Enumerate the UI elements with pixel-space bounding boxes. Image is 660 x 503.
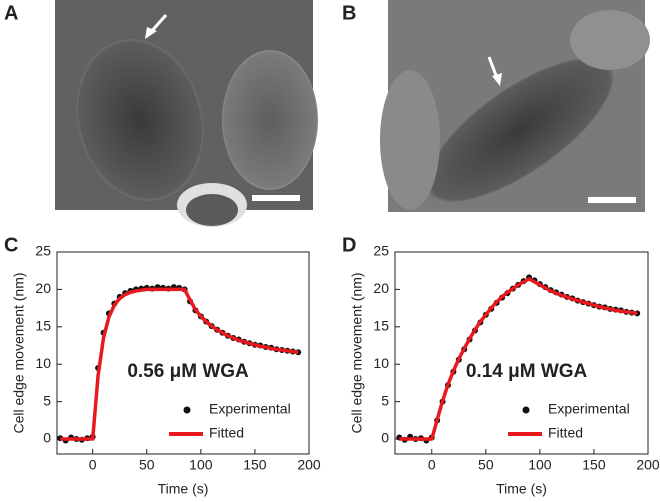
x-tick-label: 150 — [582, 457, 606, 473]
y-tick-label: 10 — [373, 355, 389, 371]
y-axis-label: Cell edge movement (nm) — [11, 272, 27, 433]
x-tick-label: 0 — [428, 457, 436, 473]
y-tick-label: 20 — [373, 280, 389, 296]
legend-marker — [183, 406, 191, 414]
fit-line — [60, 287, 299, 441]
x-tick-label: 0 — [89, 457, 97, 473]
y-axis-label: Cell edge movement (nm) — [349, 272, 365, 433]
legend-label: Experimental — [209, 401, 291, 417]
x-tick-label: 200 — [297, 457, 321, 473]
panel-label: A — [4, 2, 18, 24]
y-tick-label: 25 — [35, 243, 51, 259]
x-axis-label: Time (s) — [496, 481, 547, 497]
x-tick-label: 200 — [636, 457, 660, 473]
plot-frame — [394, 251, 649, 455]
panel-label: C — [4, 234, 18, 256]
x-tick-label: 50 — [478, 457, 494, 473]
x-tick-label: 50 — [139, 457, 155, 473]
fit-line — [399, 277, 638, 441]
plot-frame — [56, 251, 310, 455]
micrograph-a — [55, 0, 318, 227]
y-tick-label: 5 — [43, 392, 51, 408]
x-tick-label: 100 — [528, 457, 552, 473]
y-tick-label: 10 — [35, 355, 51, 371]
panel-label: D — [342, 234, 356, 256]
y-tick-label: 20 — [35, 280, 51, 296]
x-tick-label: 100 — [189, 457, 213, 473]
y-tick-label: 5 — [381, 392, 389, 408]
legend-label: Fitted — [548, 425, 583, 441]
annotation: 0.56 μM WGA — [127, 361, 249, 382]
legend-label: Experimental — [548, 401, 630, 417]
y-tick-label: 15 — [35, 318, 51, 334]
x-tick-label: 150 — [243, 457, 267, 473]
y-tick-label: 25 — [373, 243, 389, 259]
micrograph-b — [380, 0, 650, 212]
y-tick-label: 0 — [381, 430, 389, 446]
legend-label: Fitted — [209, 425, 244, 441]
panel-label: B — [342, 2, 356, 24]
legend-marker — [522, 406, 530, 414]
x-axis-label: Time (s) — [158, 481, 209, 497]
annotation: 0.14 μM WGA — [466, 361, 588, 382]
y-tick-label: 15 — [373, 318, 389, 334]
y-tick-label: 0 — [43, 430, 51, 446]
